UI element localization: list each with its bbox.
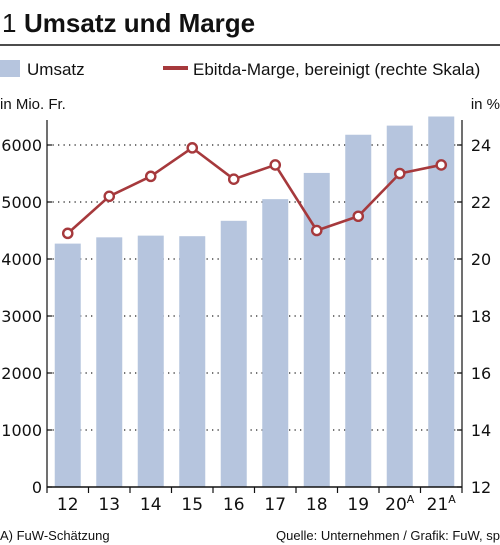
x-tick-label: 14 — [140, 495, 162, 515]
x-tick-label: 16 — [223, 495, 245, 515]
y-left-tick-label: 6000 — [1, 136, 42, 155]
bar — [137, 235, 164, 487]
axis-layer — [46, 120, 463, 493]
bar — [386, 125, 413, 488]
bar — [345, 134, 372, 488]
margin-point — [269, 159, 282, 171]
margin-point — [103, 190, 116, 203]
legend-bar-label: Umsatz — [27, 60, 85, 79]
y-right-tick-label: 14 — [471, 421, 491, 440]
chart-number: 1 — [2, 8, 16, 38]
legend-line-label: Ebitda-Marge, bereinigt (rechte Skala) — [193, 60, 480, 79]
x-tick-label: 13 — [98, 495, 120, 515]
margin-point — [227, 173, 240, 185]
y-right-unit-label: in % — [471, 96, 500, 113]
y-left-unit-label: in Mio. Fr. — [0, 96, 66, 113]
y-right-tick-label: 12 — [471, 478, 491, 497]
y-left-tick-label: 0 — [32, 478, 42, 497]
bar-layer — [54, 116, 455, 488]
bar — [303, 172, 330, 487]
x-tick-label: 12 — [57, 495, 79, 515]
margin-point — [435, 159, 448, 171]
y-left-tick-label: 3000 — [1, 307, 42, 326]
y-left-tick-label: 2000 — [1, 364, 42, 383]
chart-title: Umsatz und Marge — [24, 8, 255, 38]
footnote: A) FuW-Schätzung — [0, 528, 110, 543]
margin-point — [186, 142, 199, 154]
y-left-tick-label: 4000 — [1, 250, 42, 269]
bar — [428, 116, 455, 487]
margin-point — [352, 210, 365, 223]
y-right-tick-label: 24 — [471, 136, 491, 155]
x-tick-label: 17 — [264, 495, 286, 515]
margin-line — [66, 146, 442, 235]
x-tick-label: 19 — [347, 495, 369, 515]
y-right-tick-label: 20 — [471, 250, 491, 269]
margin-point — [144, 170, 157, 183]
bar — [96, 237, 123, 487]
bar — [220, 220, 247, 487]
x-tick-label: 18 — [306, 495, 328, 515]
y-right-tick-label: 18 — [471, 307, 491, 326]
bar — [54, 243, 81, 487]
x-tick-label: 15 — [181, 495, 203, 515]
y-right-tick-label: 16 — [471, 364, 491, 383]
y-right-tick-label: 22 — [471, 193, 491, 212]
margin-point — [310, 224, 323, 237]
source-note: Quelle: Unternehmen / Grafik: FuW, sp — [276, 528, 500, 543]
tick-layer: 0 1000 2000 3000 4000 5000 6000 12 14 16 18 20 22 24 1… — [1, 136, 491, 515]
bar — [179, 236, 206, 487]
legend-bar-swatch — [0, 60, 20, 77]
margin-point — [61, 227, 74, 240]
x-tick-label: 21A — [427, 493, 457, 515]
line-layer — [61, 142, 448, 240]
x-tick-label: 20A — [385, 493, 415, 515]
margin-point — [393, 167, 406, 180]
y-left-tick-label: 1000 — [1, 421, 42, 440]
y-left-tick-label: 5000 — [1, 193, 42, 212]
bar — [262, 199, 289, 487]
